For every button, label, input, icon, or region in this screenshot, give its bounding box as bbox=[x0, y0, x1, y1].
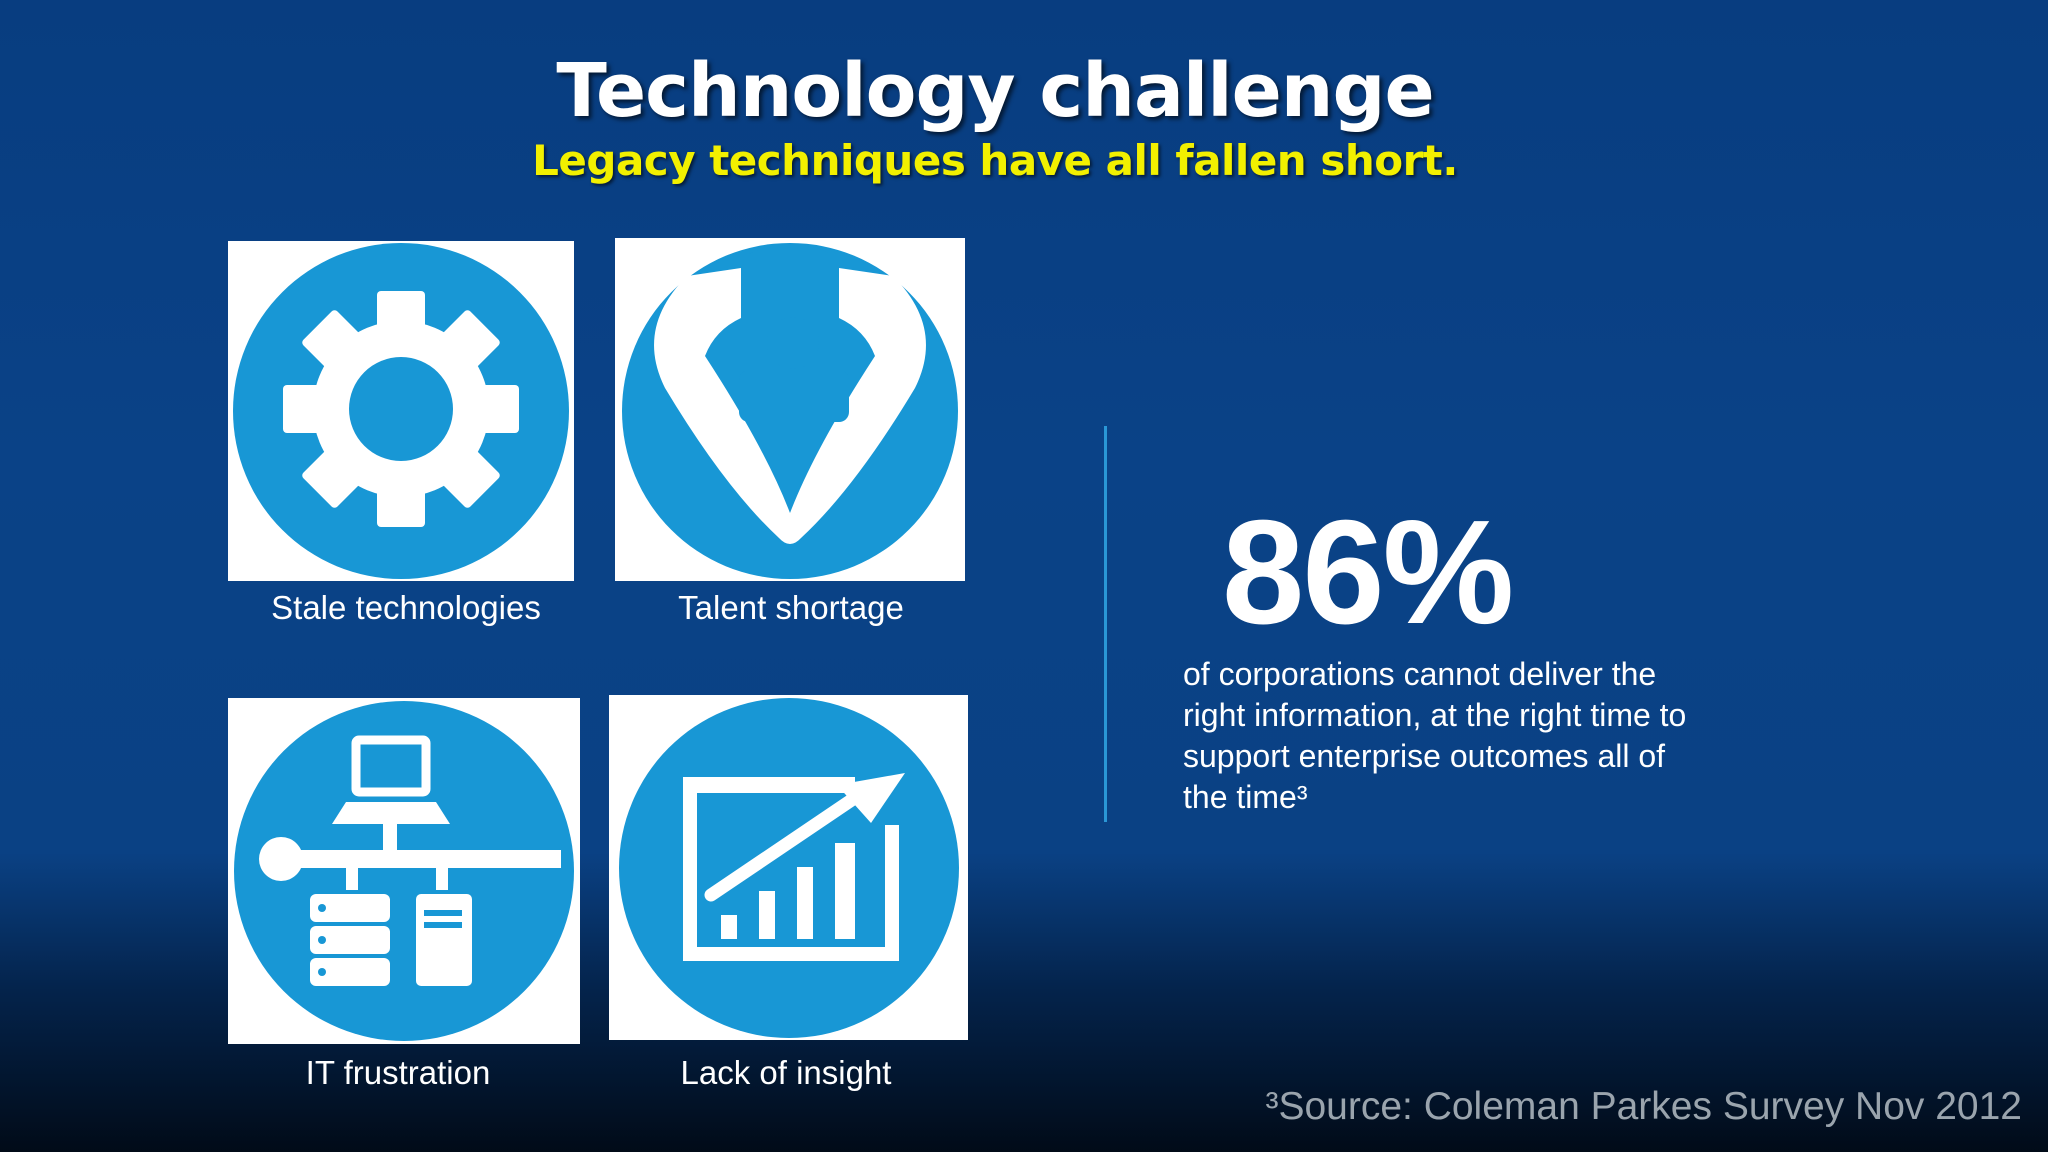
slide-title: Technology challenge bbox=[556, 48, 1434, 134]
gear-icon bbox=[233, 243, 569, 579]
tile-lack-of-insight bbox=[609, 695, 968, 1040]
network-computer-icon bbox=[234, 701, 574, 1041]
stat-description: of corporations cannot deliver the right… bbox=[1183, 656, 1687, 815]
source-footnote: ³Source: Coleman Parkes Survey Nov 2012 bbox=[1265, 1085, 2022, 1128]
stat-value: 86% bbox=[1222, 490, 1514, 655]
talent-funnel-icon bbox=[622, 243, 958, 579]
slide-subtitle: Legacy techniques have all fallen short. bbox=[532, 136, 1458, 185]
tile-stale-technologies bbox=[228, 241, 574, 581]
tile-caption: IT frustration bbox=[305, 1054, 491, 1091]
tile-caption: Stale technologies bbox=[271, 589, 541, 626]
growth-chart-icon bbox=[619, 698, 959, 1038]
vertical-divider bbox=[1104, 426, 1107, 822]
tile-caption: Talent shortage bbox=[678, 589, 904, 626]
tile-talent-shortage bbox=[615, 238, 965, 581]
tile-it-frustration bbox=[228, 698, 580, 1044]
tile-caption: Lack of insight bbox=[680, 1054, 892, 1091]
